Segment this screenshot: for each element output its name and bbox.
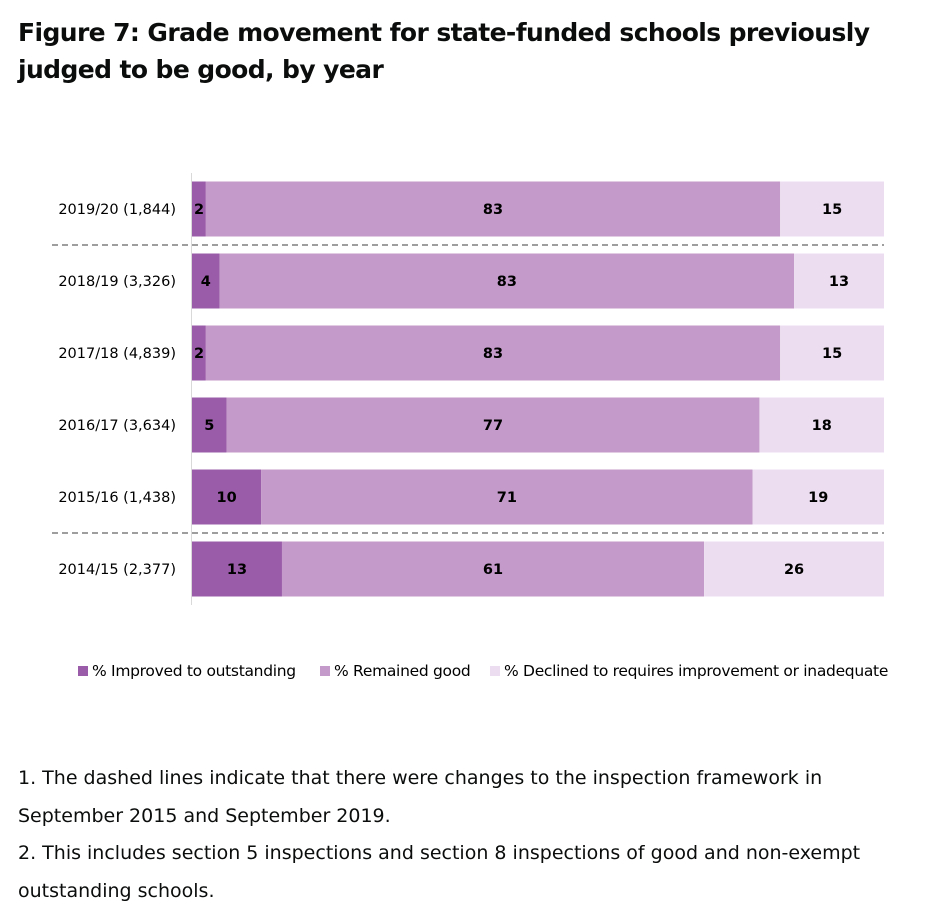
legend-label: % Improved to outstanding xyxy=(92,662,296,680)
bar-segment xyxy=(205,325,781,381)
legend-swatch xyxy=(320,666,330,676)
category-label: 2018/19 (3,326) xyxy=(58,274,176,290)
data-label: 83 xyxy=(483,202,503,218)
bar-segment xyxy=(192,541,282,597)
bar-segment xyxy=(261,469,753,525)
data-label: 13 xyxy=(227,562,247,578)
bar-segment xyxy=(192,181,206,237)
data-label: 4 xyxy=(201,274,211,290)
data-label: 19 xyxy=(808,490,828,506)
bar-segment xyxy=(219,253,795,309)
bar-segment xyxy=(205,181,781,237)
category-label: 2015/16 (1,438) xyxy=(58,490,176,506)
category-label: 2017/18 (4,839) xyxy=(58,346,176,362)
category-label: 2019/20 (1,844) xyxy=(58,202,176,218)
data-label: 83 xyxy=(497,274,517,290)
figure-notes: 1. The dashed lines indicate that there … xyxy=(18,760,923,910)
bar-segment xyxy=(192,469,262,525)
data-label: 2 xyxy=(194,202,204,218)
data-label: 2 xyxy=(194,346,204,362)
data-label: 15 xyxy=(822,202,842,218)
data-label: 71 xyxy=(497,490,517,506)
legend-label: % Remained good xyxy=(334,662,470,680)
bar-segment xyxy=(780,181,884,237)
data-label: 13 xyxy=(829,274,849,290)
data-label: 10 xyxy=(217,490,237,506)
bar-segment xyxy=(759,397,884,453)
bar-segment xyxy=(281,541,705,597)
data-label: 5 xyxy=(204,418,214,434)
bar-segment xyxy=(752,469,884,525)
bar-segment xyxy=(192,253,220,309)
bar-segment xyxy=(794,253,884,309)
bar-segment xyxy=(780,325,884,381)
bar-segment xyxy=(192,397,227,453)
figure-title: Figure 7: Grade movement for state-funde… xyxy=(18,18,870,84)
note-1: 1. The dashed lines indicate that there … xyxy=(18,767,823,827)
note-2: 2. This includes section 5 inspections a… xyxy=(18,842,861,902)
bar-segment xyxy=(704,541,884,597)
category-label: 2016/17 (3,634) xyxy=(58,418,176,434)
bar-segment xyxy=(192,325,206,381)
data-label: 18 xyxy=(812,418,832,434)
bar-segment xyxy=(226,397,760,453)
stacked-bar-chart: 2019/20 (1,844) 2 83 15 2018/19 (3,326) 4 83 13… xyxy=(52,173,888,680)
data-label: 61 xyxy=(483,562,503,578)
data-label: 26 xyxy=(784,562,804,578)
legend-swatch xyxy=(78,666,88,676)
data-label: 15 xyxy=(822,346,842,362)
legend-swatch xyxy=(490,666,500,676)
legend-label: % Declined to requires improvement or in… xyxy=(504,662,888,680)
data-label: 77 xyxy=(483,418,503,434)
category-label: 2014/15 (2,377) xyxy=(58,562,176,578)
data-label: 83 xyxy=(483,346,503,362)
